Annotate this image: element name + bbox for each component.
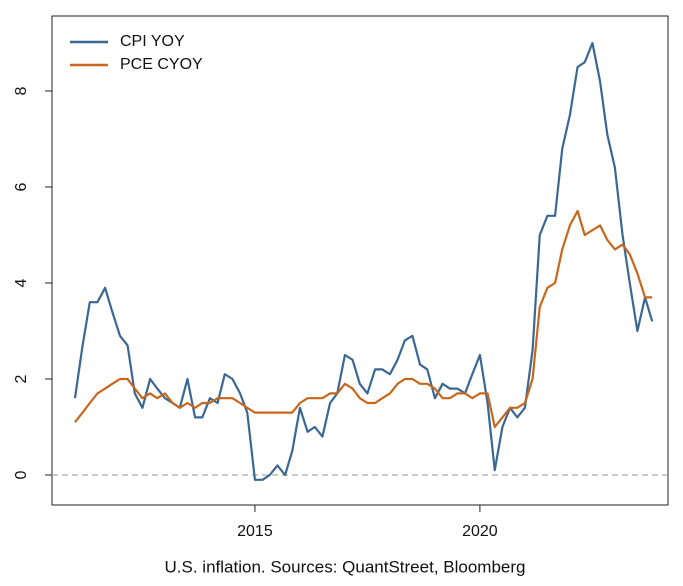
y-tick-label: 6 [13,182,30,191]
series-line [74,209,653,429]
legend-label: CPI YOY [120,33,185,50]
x-tick-label: 2015 [237,523,273,540]
series-line [73,41,654,481]
y-tick-label: 0 [13,470,30,479]
plot-frame [51,15,669,506]
legend-label: PCE CYOY [120,56,203,73]
y-tick-label: 8 [13,86,30,95]
x-tick-label: 2020 [462,523,498,540]
y-tick-label: 2 [13,374,30,383]
y-tick-label: 4 [13,278,30,287]
caption: U.S. inflation. Sources: QuantStreet, Bl… [165,557,526,576]
